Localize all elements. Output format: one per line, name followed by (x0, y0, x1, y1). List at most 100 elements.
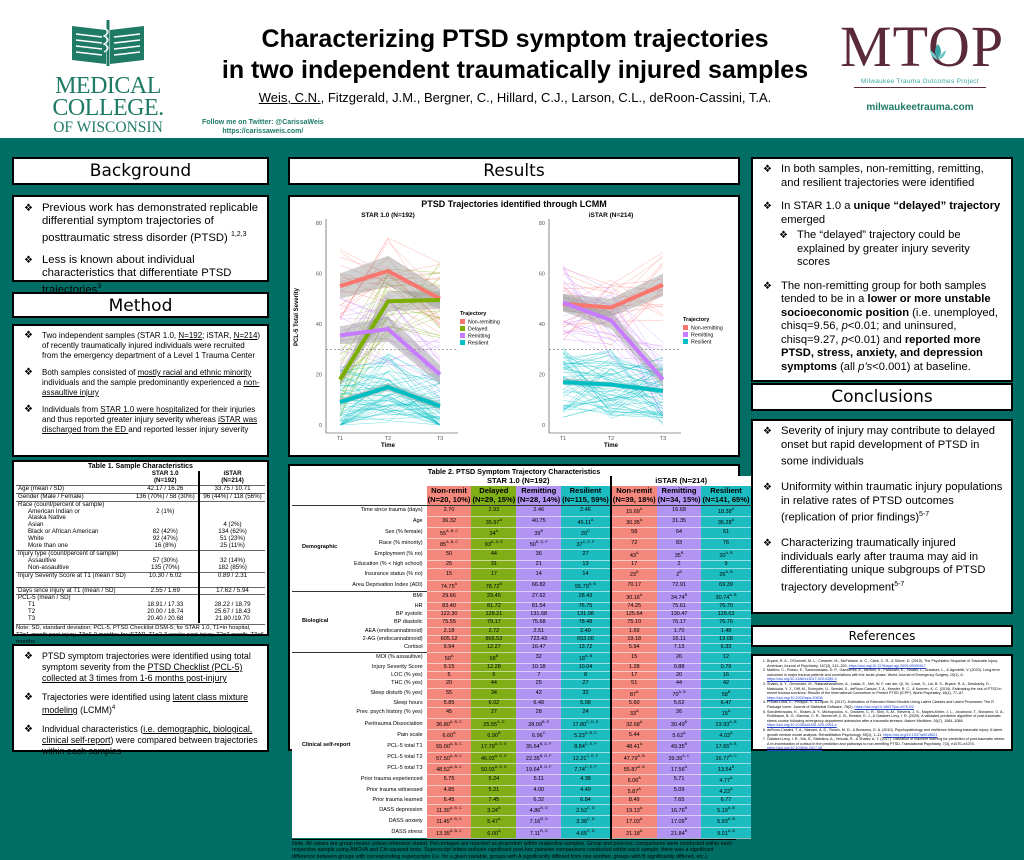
cell-value: 605.12 (426, 635, 472, 645)
table1-row: Black or African American 82 (42%) 134 (62… (16, 528, 265, 537)
y-tick-label: 60 (539, 272, 545, 278)
cell-value: 8.84C, E, F (561, 740, 611, 753)
method-analysis-section: ❖ PTSD symptom trajectories were identifi… (12, 644, 269, 756)
cell-value: 17.65A, B (701, 740, 751, 753)
row-label: Sex (% female) (351, 527, 427, 539)
method-bullet: ❖ Two independent samples (STAR 1.0, N=19… (24, 330, 261, 361)
cell-value: 17.79A, D, E (471, 740, 517, 753)
column-n: (N=115, 59%) (561, 495, 611, 505)
individual-trajectory-line (562, 359, 664, 418)
individual-trajectory-line (562, 384, 664, 400)
cell-value: 1.69 (609, 627, 657, 637)
individual-trajectory-line (339, 404, 441, 417)
group-label: Demographic (292, 504, 352, 592)
cell-value: 36.32 (426, 516, 472, 528)
method-heading: Method (12, 292, 269, 318)
cell-value: 26 (656, 707, 702, 720)
legend-label: Non-remitting (468, 320, 500, 326)
individual-trajectory-line (339, 297, 441, 372)
table2-row: Injury Severity Score 9.15 12.28 10.18 10.04… (292, 663, 751, 673)
reference-link[interactable]: https://doi.org/10.1002/wps.20608 (767, 695, 823, 700)
twitter-handle[interactable]: Follow me on Twitter: @CarissaWeis (202, 119, 324, 126)
cell-value: 72.91 (656, 580, 702, 592)
reference-link[interactable]: https://doi.org/10.1186/s13017-020-0289-… (767, 677, 837, 682)
confidence-band-non-remitting (340, 255, 440, 309)
x-tick-label: T2 (385, 436, 391, 442)
individual-trajectory-line (339, 416, 441, 421)
conclusion-bullet: ❖ Uniformity within traumatic injury popu… (763, 481, 1003, 524)
table2-row: Sleep hours 5.85 6.02 6.48 5.98 5.60 5.62 6.47 (292, 699, 751, 709)
row-label: Peritrauma Dissociation (351, 718, 427, 730)
table2-row: Clinical self-report MOI (% assaultive) 50… (292, 651, 751, 839)
reference-link[interactable]: https://doi.org/10.1037/a0018601 (883, 732, 938, 737)
row-label: Black or African American (28, 528, 99, 536)
cell-value: 58B (471, 651, 517, 664)
cell-value: 2.18 (426, 627, 472, 637)
individual-trajectory-line (339, 278, 441, 280)
individual-trajectory-line (339, 238, 441, 319)
row-label: PCL-5 (mean / SD) (16, 594, 133, 603)
cell-value: 30.49B (656, 718, 702, 731)
cell-value: 128.63 (701, 610, 751, 620)
cell-value: 6.84 (561, 796, 611, 806)
table2-n-header: (N=20, 10%) (N=29, 15%) (N=28, 14%) (N=115,… (292, 495, 751, 505)
blank-cell (292, 476, 352, 486)
cell-value: 15.69A (609, 504, 657, 517)
cell-value: 58B (701, 688, 751, 700)
reference-link[interactable]: https://doi.org/10.1038/tp.2017.38 (767, 746, 823, 751)
table2-row: Area Deprivation Index (ADI) 74.75A 78.72B… (292, 580, 751, 592)
y-tick-label: 0 (319, 423, 322, 429)
cell-value: 15 (609, 651, 657, 664)
cell-value (198, 594, 265, 603)
cell-value: 81.54 (516, 602, 562, 612)
individual-trajectory-line (562, 338, 664, 396)
row-label: AEA (endocannabinoid) (351, 627, 427, 636)
diamond-bullet-icon: ❖ (763, 426, 772, 437)
group-label: Clinical self-report (292, 651, 352, 839)
mtop-website-link[interactable]: milwaukeetrauma.com (866, 102, 974, 113)
reference-item: Bryant, R. A., O’Donnell, M. L., Creamer… (767, 659, 1007, 668)
cell-value: 48.52A, B, C (426, 763, 472, 775)
cell-value: 42 (701, 679, 751, 689)
reference-link[interactable]: https://doi.org/10.18637/jss.v078.i02 (854, 704, 914, 709)
cell-value: 49.35B (656, 740, 702, 753)
cell-value: 75.68 (516, 618, 562, 628)
cell-value (198, 515, 265, 523)
cell-value: 76.70 (701, 602, 751, 612)
title-line2: in two independent traumatically injured… (221, 56, 809, 84)
individual-trajectory-line (562, 365, 664, 375)
cell-value: 135 (70%) (150, 563, 180, 571)
diamond-bullet-icon: ❖ (24, 723, 33, 735)
table2-row: Prev. psych history (% yes) 45 27 28 24 33A 26… (292, 707, 751, 720)
cell-value: 20C (561, 527, 611, 539)
cell-value: 182 (85%) (198, 564, 265, 573)
background-bullet: ❖ Less is known about individual characte… (24, 253, 232, 296)
cell-value: 5.94 (609, 643, 657, 653)
individual-trajectory-line (339, 338, 441, 362)
reference-item: Martino, C., Russo, E., Santonastaso, D.… (767, 668, 1007, 682)
cell-value: 27 (471, 707, 517, 720)
cell-value: 19.64B, D, F (516, 763, 562, 775)
table1-row (16, 579, 265, 587)
individual-trajectory-line (339, 277, 441, 294)
cell-value: 45 (426, 707, 472, 720)
reference-link[interactable]: https://doi.org/10.1038/s41591-020-0951-… (767, 723, 837, 728)
table1-row: White 92 (47%) 51 (23%) (16, 535, 265, 544)
personal-website-link[interactable]: https://carissaweis.com/ (222, 128, 304, 135)
diamond-bullet-icon: ❖ (24, 367, 33, 378)
table1-note: Note: SD, standard deviation; PCL-5, PTS… (16, 624, 265, 645)
individual-trajectory-line (339, 378, 441, 418)
row-label: Injury Severity Score at T1 (mean / SD) (16, 571, 133, 580)
row-label: Assaultive (28, 556, 57, 564)
cell-value: 28.22 / 18.79 (198, 601, 265, 610)
cell-value: 17 (471, 568, 517, 581)
mean-trajectory-delayed (338, 298, 441, 381)
x-tick-label: T1 (560, 436, 566, 442)
y-tick-label: 20 (539, 373, 545, 379)
reference-link[interactable]: https://doi.org/10.1176/appi.ajp.2009.09… (848, 663, 926, 668)
cell-value: 16.47 (516, 643, 562, 653)
table1-title: Table 1. Sample Characteristics (88, 463, 193, 470)
table1-row: Alaska Native (16, 515, 265, 523)
row-label: THC (% yes) (351, 679, 427, 689)
mcw-logo-line2: COLLEGE. (52, 95, 164, 121)
